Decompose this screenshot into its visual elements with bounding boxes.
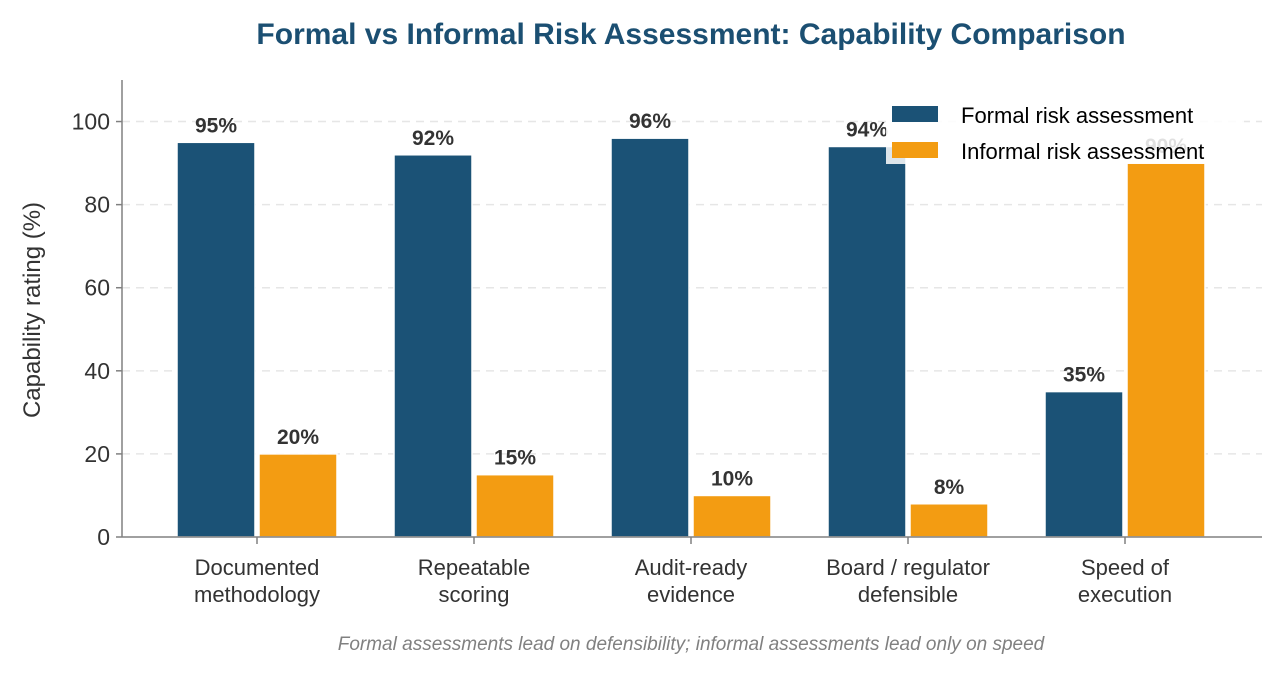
x-tick-label: execution bbox=[1078, 582, 1172, 607]
bar-value-label: 95% bbox=[195, 114, 237, 137]
x-tick-label: Audit-ready bbox=[635, 555, 748, 580]
bar-value-label: 8% bbox=[934, 476, 965, 499]
bar-value-label: 10% bbox=[711, 467, 753, 490]
bar-value-label: 20% bbox=[277, 426, 319, 449]
bar-informal bbox=[692, 494, 772, 538]
legend-swatch-formal bbox=[892, 106, 938, 122]
bar-labels: 95%20%92%15%96%10%94%8%35%90% bbox=[195, 110, 1187, 499]
bar-informal bbox=[258, 453, 338, 538]
y-tick-label: 0 bbox=[97, 524, 110, 550]
x-tick-label: scoring bbox=[439, 582, 510, 607]
legend-background bbox=[886, 98, 1244, 164]
bar-informal bbox=[909, 503, 989, 538]
x-tick-label: methodology bbox=[194, 582, 320, 607]
bar-formal bbox=[610, 137, 690, 538]
x-tick-label: Speed of bbox=[1081, 555, 1170, 580]
y-tick-label: 60 bbox=[84, 275, 110, 301]
bar-informal bbox=[1126, 162, 1206, 538]
chart-caption: Formal assessments lead on defensibility… bbox=[338, 634, 1046, 655]
bar-formal bbox=[176, 141, 256, 538]
bar-value-label: 92% bbox=[412, 127, 454, 150]
chart-title: Formal vs Informal Risk Assessment: Capa… bbox=[256, 18, 1125, 51]
y-tick-label: 20 bbox=[84, 441, 110, 467]
y-axis-ticks: 0 20 40 60 80 100 bbox=[72, 109, 122, 550]
bar-value-label: 96% bbox=[629, 110, 671, 133]
legend: Formal risk assessment Informal risk ass… bbox=[886, 98, 1244, 164]
y-tick-label: 100 bbox=[72, 109, 110, 135]
x-tick-label: evidence bbox=[647, 582, 735, 607]
bars bbox=[176, 137, 1206, 538]
bar-value-label: 94% bbox=[846, 118, 888, 141]
y-tick-label: 40 bbox=[84, 358, 110, 384]
x-tick-label: Documented bbox=[195, 555, 320, 580]
bar-value-label: 35% bbox=[1063, 364, 1105, 387]
x-tick-label: defensible bbox=[858, 582, 958, 607]
bar-value-label: 15% bbox=[494, 447, 536, 470]
bar-formal bbox=[393, 154, 473, 538]
legend-swatch-informal bbox=[892, 142, 938, 158]
bar-formal bbox=[1044, 390, 1124, 538]
x-tick-label: Repeatable bbox=[418, 555, 531, 580]
bar-informal bbox=[475, 473, 555, 538]
x-tick-label: Board / regulator bbox=[826, 555, 990, 580]
legend-label-formal: Formal risk assessment bbox=[961, 103, 1193, 128]
y-tick-label: 80 bbox=[84, 192, 110, 218]
y-axis-label: Capability rating (%) bbox=[19, 202, 46, 418]
bar-formal bbox=[827, 145, 907, 538]
legend-label-informal: Informal risk assessment bbox=[961, 139, 1204, 164]
